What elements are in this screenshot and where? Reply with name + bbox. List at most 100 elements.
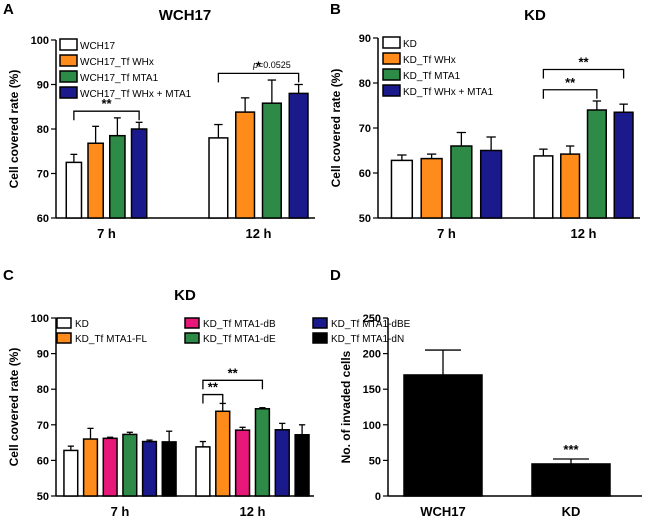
legend-label: KD_Tf MTA1-dN bbox=[331, 334, 404, 345]
legend-swatch bbox=[382, 68, 401, 81]
bar bbox=[254, 408, 271, 497]
p-value-text: =0.0525 bbox=[258, 60, 291, 70]
bar bbox=[215, 410, 231, 497]
legend-label: WCH17 bbox=[80, 41, 115, 52]
legend-swatch bbox=[56, 317, 72, 329]
y-tick-label: 60 bbox=[37, 213, 49, 225]
significance-bracket bbox=[202, 379, 264, 390]
bar bbox=[479, 149, 503, 219]
bar bbox=[613, 111, 634, 219]
legend-swatch bbox=[382, 52, 401, 65]
significance-bracket bbox=[542, 68, 625, 79]
bar bbox=[122, 433, 138, 497]
y-tick-label: 150 bbox=[363, 384, 381, 396]
y-tick-label: 60 bbox=[359, 168, 371, 180]
x-category-label: 7 h bbox=[437, 226, 456, 241]
chart-title: WCH17 bbox=[159, 7, 212, 24]
p-value-prefix: p bbox=[252, 60, 258, 70]
legend-label: KD bbox=[403, 39, 417, 50]
y-tick-label: 90 bbox=[359, 33, 371, 45]
legend-swatch bbox=[184, 332, 200, 344]
panel-letter: D bbox=[330, 267, 341, 284]
legend-swatch bbox=[59, 38, 78, 51]
bar bbox=[261, 102, 282, 219]
legend-label: WCH17_Tf WHx + MTA1 bbox=[80, 89, 192, 100]
bar bbox=[161, 441, 177, 497]
bar bbox=[450, 145, 473, 219]
y-tick-label: 80 bbox=[37, 124, 49, 136]
bar bbox=[533, 155, 554, 219]
y-axis-label: Cell covered rate (%) bbox=[7, 348, 21, 467]
legend-label: KD_Tf MTA1-dBE bbox=[331, 319, 411, 330]
legend-swatch bbox=[59, 86, 78, 99]
bar bbox=[274, 429, 290, 497]
bar bbox=[288, 92, 309, 219]
y-axis-label: Cell covered rate (%) bbox=[7, 70, 21, 189]
x-category-label: 12 h bbox=[570, 226, 596, 241]
legend-swatch bbox=[184, 317, 200, 329]
legend-label: KD_Tf MTA1-FL bbox=[75, 334, 147, 345]
legend-label: KD_Tf WHx + MTA1 bbox=[403, 87, 494, 98]
significance-label: ** bbox=[578, 55, 589, 70]
significance-bracket bbox=[73, 110, 140, 121]
x-category-label: KD bbox=[562, 504, 581, 519]
x-category-label: 12 h bbox=[239, 504, 265, 519]
significance-label: * bbox=[256, 58, 262, 73]
bar bbox=[109, 134, 126, 219]
legend-label: KD_Tf MTA1-dB bbox=[203, 319, 276, 330]
y-tick-label: 200 bbox=[363, 349, 381, 361]
legend-label: KD_Tf WHx bbox=[403, 55, 456, 66]
bar bbox=[195, 446, 211, 497]
legend-label: KD_Tf MTA1-dE bbox=[203, 334, 276, 345]
y-tick-label: 50 bbox=[37, 491, 49, 503]
significance-label: ** bbox=[228, 365, 239, 380]
legend-label: WCH17_Tf MTA1 bbox=[80, 73, 159, 84]
bar bbox=[141, 440, 158, 497]
bar bbox=[65, 161, 83, 219]
legend-swatch bbox=[382, 36, 401, 49]
chart-title: KD bbox=[524, 7, 546, 24]
y-tick-label: 70 bbox=[359, 123, 371, 135]
bar bbox=[87, 142, 104, 219]
legend-swatch bbox=[382, 84, 401, 97]
y-tick-label: 70 bbox=[37, 169, 49, 181]
y-tick-label: 80 bbox=[359, 78, 371, 90]
y-tick-label: 100 bbox=[363, 420, 381, 432]
bar bbox=[390, 159, 414, 219]
bar bbox=[531, 463, 611, 497]
p-value-label: p=0.0525 bbox=[252, 60, 291, 70]
significance-label: ** bbox=[208, 380, 219, 395]
significance-label: ** bbox=[565, 75, 576, 90]
bar bbox=[560, 153, 581, 219]
significance-bracket bbox=[202, 393, 224, 404]
legend-swatch bbox=[59, 54, 78, 67]
legend-swatch bbox=[56, 332, 72, 344]
significance-label: ** bbox=[101, 96, 112, 111]
bar bbox=[294, 434, 310, 497]
x-category-label: 7 h bbox=[111, 504, 130, 519]
y-tick-label: 90 bbox=[37, 349, 49, 361]
legend-label: KD bbox=[75, 319, 89, 330]
y-tick-label: 60 bbox=[37, 455, 49, 467]
bar bbox=[63, 449, 79, 497]
y-tick-label: 80 bbox=[37, 384, 49, 396]
legend-swatch bbox=[59, 70, 78, 83]
legend-label: WCH17_Tf WHx bbox=[80, 57, 154, 68]
panel-letter: A bbox=[3, 1, 14, 18]
panel-letter: B bbox=[330, 1, 341, 18]
significance-bracket bbox=[542, 89, 598, 99]
significance-bracket bbox=[217, 72, 300, 83]
panel-letter: C bbox=[3, 267, 14, 284]
significance-label: *** bbox=[563, 442, 579, 457]
bar bbox=[420, 157, 443, 219]
bar bbox=[102, 437, 118, 497]
x-category-label: 7 h bbox=[97, 226, 116, 241]
bar bbox=[403, 374, 483, 497]
y-tick-label: 0 bbox=[375, 491, 381, 503]
y-tick-label: 250 bbox=[363, 313, 381, 325]
y-tick-label: 100 bbox=[31, 35, 49, 47]
y-axis-label: No. of invaded cells bbox=[339, 350, 353, 463]
chart-title: KD bbox=[174, 287, 196, 304]
y-tick-label: 50 bbox=[369, 455, 381, 467]
